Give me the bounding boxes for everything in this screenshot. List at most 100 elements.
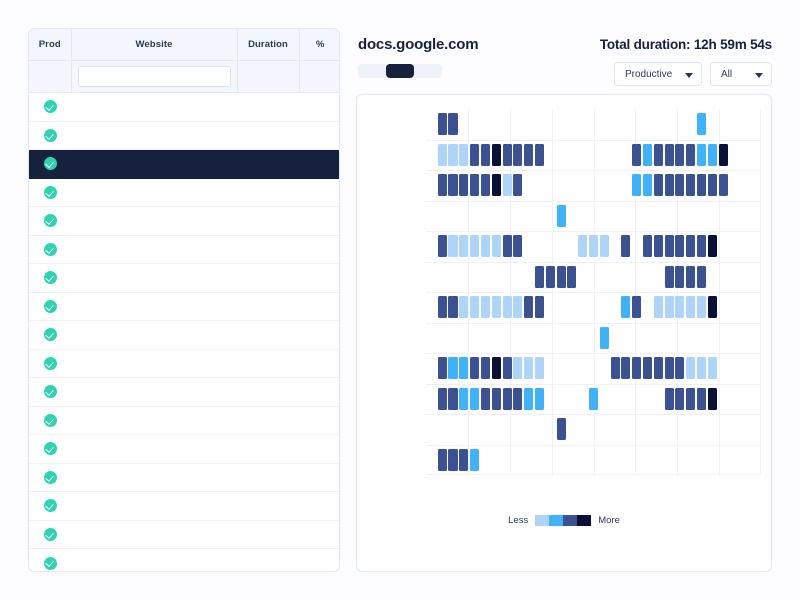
scope-filter-select[interactable]: All bbox=[710, 62, 772, 86]
heatmap-cell[interactable] bbox=[437, 296, 447, 319]
heatmap-cell[interactable] bbox=[621, 357, 631, 380]
column-header-website[interactable]: Website bbox=[71, 29, 238, 61]
table-row[interactable] bbox=[29, 235, 339, 264]
heatmap-cell[interactable] bbox=[437, 387, 447, 410]
heatmap-cell[interactable] bbox=[513, 357, 523, 380]
heatmap-cell[interactable] bbox=[448, 387, 458, 410]
heatmap-cell[interactable] bbox=[448, 235, 458, 258]
heatmap-cell[interactable] bbox=[491, 387, 501, 410]
heatmap-cell[interactable] bbox=[707, 174, 717, 197]
heatmap-cell[interactable] bbox=[707, 387, 717, 410]
heatmap-cell[interactable] bbox=[686, 357, 696, 380]
heatmap-cell[interactable] bbox=[534, 143, 544, 166]
heatmap-cell[interactable] bbox=[707, 296, 717, 319]
heatmap-cell[interactable] bbox=[556, 204, 566, 227]
table-row[interactable] bbox=[29, 377, 339, 407]
heatmap-cell[interactable] bbox=[697, 387, 707, 410]
heatmap-cell[interactable] bbox=[675, 387, 685, 410]
heatmap-cell[interactable] bbox=[664, 235, 674, 258]
heatmap-cell[interactable] bbox=[664, 296, 674, 319]
heatmap-cell[interactable] bbox=[491, 357, 501, 380]
heatmap-cell[interactable] bbox=[697, 296, 707, 319]
table-row[interactable] bbox=[29, 263, 339, 293]
table-row[interactable] bbox=[29, 178, 339, 207]
heatmap-cell[interactable] bbox=[632, 143, 642, 166]
heatmap-cell[interactable] bbox=[664, 174, 674, 197]
table-row[interactable] bbox=[29, 349, 339, 378]
heatmap-cell[interactable] bbox=[707, 143, 717, 166]
heatmap-cell[interactable] bbox=[534, 357, 544, 380]
heatmap-cell[interactable] bbox=[653, 174, 663, 197]
table-row[interactable] bbox=[29, 406, 339, 435]
tab-usage[interactable] bbox=[414, 64, 442, 78]
column-header-duration[interactable]: Duration bbox=[237, 29, 300, 61]
heatmap-cell[interactable] bbox=[470, 448, 480, 471]
heatmap-cell[interactable] bbox=[491, 235, 501, 258]
heatmap-cell[interactable] bbox=[664, 143, 674, 166]
heatmap-cell[interactable] bbox=[675, 357, 685, 380]
heatmap-cell[interactable] bbox=[437, 448, 447, 471]
heatmap-cell[interactable] bbox=[524, 387, 534, 410]
heatmap-cell[interactable] bbox=[448, 174, 458, 197]
table-row[interactable] bbox=[29, 121, 339, 150]
heatmap-cell[interactable] bbox=[599, 235, 609, 258]
heatmap-cell[interactable] bbox=[470, 357, 480, 380]
heatmap-cell[interactable] bbox=[437, 143, 447, 166]
table-row[interactable] bbox=[29, 206, 339, 236]
heatmap-cell[interactable] bbox=[459, 174, 469, 197]
heatmap-cell[interactable] bbox=[599, 326, 609, 349]
table-row[interactable] bbox=[29, 320, 339, 350]
heatmap-cell[interactable] bbox=[567, 265, 577, 288]
heatmap-cell[interactable] bbox=[448, 357, 458, 380]
heatmap-cell[interactable] bbox=[686, 265, 696, 288]
heatmap-cell[interactable] bbox=[718, 143, 728, 166]
heatmap-cell[interactable] bbox=[697, 143, 707, 166]
heatmap-cell[interactable] bbox=[697, 265, 707, 288]
heatmap-cell[interactable] bbox=[524, 143, 534, 166]
heatmap-cell[interactable] bbox=[653, 296, 663, 319]
table-row[interactable] bbox=[29, 292, 339, 321]
website-filter-input[interactable] bbox=[77, 66, 231, 87]
heatmap-cell[interactable] bbox=[513, 296, 523, 319]
heatmap-cell[interactable] bbox=[675, 265, 685, 288]
heatmap-cell[interactable] bbox=[675, 296, 685, 319]
heatmap-cell[interactable] bbox=[697, 357, 707, 380]
heatmap-cell[interactable] bbox=[459, 357, 469, 380]
heatmap-cell[interactable] bbox=[448, 143, 458, 166]
heatmap-cell[interactable] bbox=[578, 235, 588, 258]
heatmap-cell[interactable] bbox=[610, 357, 620, 380]
heatmap-cell[interactable] bbox=[502, 357, 512, 380]
heatmap-cell[interactable] bbox=[697, 113, 707, 136]
heatmap-cell[interactable] bbox=[653, 357, 663, 380]
heatmap-cell[interactable] bbox=[664, 357, 674, 380]
heatmap-cell[interactable] bbox=[502, 174, 512, 197]
heatmap-cell[interactable] bbox=[632, 174, 642, 197]
heatmap-cell[interactable] bbox=[502, 235, 512, 258]
heatmap-cell[interactable] bbox=[513, 235, 523, 258]
heatmap-cell[interactable] bbox=[556, 265, 566, 288]
heatmap-cell[interactable] bbox=[675, 174, 685, 197]
heatmap-cell[interactable] bbox=[621, 296, 631, 319]
heatmap-cell[interactable] bbox=[707, 357, 717, 380]
heatmap-cell[interactable] bbox=[642, 143, 653, 166]
heatmap-cell[interactable] bbox=[524, 296, 534, 319]
heatmap-cell[interactable] bbox=[470, 387, 480, 410]
table-row[interactable] bbox=[29, 491, 339, 521]
heatmap-cell[interactable] bbox=[480, 143, 490, 166]
table-row[interactable] bbox=[29, 463, 339, 492]
heatmap-cell[interactable] bbox=[534, 387, 544, 410]
heatmap-cell[interactable] bbox=[686, 296, 696, 319]
heatmap-cell[interactable] bbox=[707, 235, 717, 258]
heatmap-cell[interactable] bbox=[491, 296, 501, 319]
heatmap-cell[interactable] bbox=[588, 235, 599, 258]
column-header-percent[interactable]: % bbox=[299, 29, 339, 61]
heatmap-cell[interactable] bbox=[470, 296, 480, 319]
heatmap-cell[interactable] bbox=[470, 174, 480, 197]
heatmap-cell[interactable] bbox=[513, 143, 523, 166]
heatmap-cell[interactable] bbox=[459, 448, 469, 471]
heatmap-cell[interactable] bbox=[632, 296, 642, 319]
heatmap-cell[interactable] bbox=[664, 265, 674, 288]
column-header-prod[interactable]: Prod bbox=[29, 29, 72, 61]
heatmap-cell[interactable] bbox=[502, 143, 512, 166]
heatmap-cell[interactable] bbox=[718, 174, 728, 197]
